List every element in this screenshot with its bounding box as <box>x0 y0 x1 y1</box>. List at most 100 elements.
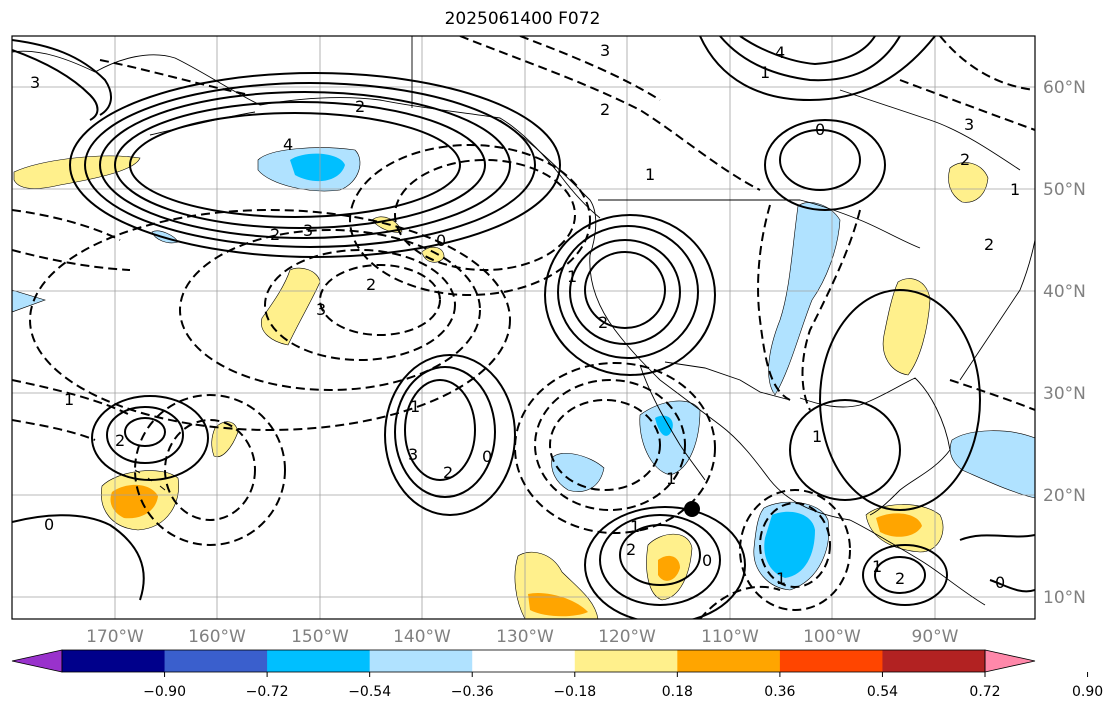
contour-arctic-a <box>719 36 901 82</box>
lat-tick-label: 40°N <box>1043 282 1086 302</box>
lon-tick-label: 100°W <box>803 627 861 647</box>
colorbar-label: −0.18 <box>553 684 596 700</box>
coast-uscal <box>589 254 661 381</box>
lon-tick-label: 110°W <box>701 627 759 647</box>
contour-label: 0 <box>436 231 446 250</box>
contour-label: 0 <box>44 515 54 534</box>
fill-pos-trop-south-core <box>528 592 588 617</box>
contour-label: 1 <box>872 557 882 576</box>
colorbar-label: 0.18 <box>662 684 693 700</box>
contour-label: 1 <box>630 517 640 536</box>
fill-pos-epac-core <box>658 555 680 581</box>
colorbar-label: −0.72 <box>246 684 289 700</box>
fill-neg-west-edge <box>12 289 46 313</box>
fill-pos-trop-a <box>211 421 239 458</box>
fill-pos-westpac <box>13 155 141 189</box>
contour-label: 4 <box>775 43 785 62</box>
graticule <box>12 36 1035 619</box>
lon-tick-label: 130°W <box>496 627 554 647</box>
colorbar-segment <box>164 650 268 672</box>
lon-tick-label: 150°W <box>291 627 349 647</box>
contour-label: 3 <box>30 73 40 92</box>
contour-label: 3 <box>964 115 974 134</box>
contour-neg-trop <box>12 379 131 416</box>
contour-label: 0 <box>702 551 712 570</box>
contour-label: 1 <box>64 390 74 409</box>
contour-nw-corner <box>12 49 99 121</box>
colorbar-segment <box>779 650 883 672</box>
lon-tick-label: 120°W <box>598 627 656 647</box>
contour-neg-canada2 <box>519 36 661 101</box>
colorbar-segment <box>677 650 781 672</box>
contour-label: 3 <box>408 445 418 464</box>
contour-nw-corner2 <box>12 39 112 116</box>
lat-tick-label: 50°N <box>1043 180 1086 200</box>
map-panel: 2 3 4 0 2 3 3 4 1 1 2 0 1 2 2 3 2 3 0 1 … <box>12 36 1035 619</box>
colorbar-label: 0.54 <box>867 684 898 700</box>
contour-label: 0 <box>482 447 492 466</box>
border-us-mexico <box>664 361 791 401</box>
map-frame <box>11 35 1036 620</box>
coastlines <box>12 36 1035 606</box>
contour-neg-nwpac <box>99 59 251 96</box>
lat-tick-label: 10°N <box>1043 588 1086 608</box>
colorbar-segment <box>62 650 166 672</box>
fill-neg-mexico-core <box>764 511 815 578</box>
contour-label: 1 <box>645 165 655 184</box>
contour-label: 2 <box>443 463 453 482</box>
colorbar-label: −0.90 <box>143 684 186 700</box>
contour-neg-plains2 <box>801 209 861 411</box>
fill-pos-hawaii-core <box>110 484 158 519</box>
lat-tick-label: 30°N <box>1043 384 1086 404</box>
colorbar-segment <box>882 650 986 672</box>
contour-label: 1 <box>410 397 420 416</box>
colorbar-label: 0.36 <box>764 684 795 700</box>
contour-labels: 2 3 4 0 2 3 3 4 1 1 2 0 1 2 2 3 2 3 0 1 … <box>30 41 1020 592</box>
contour-label: 2 <box>960 150 970 169</box>
border-us-canada <box>598 199 921 249</box>
contour-label: 0 <box>815 120 825 139</box>
coast-hudson <box>839 89 1021 171</box>
fill-pos-midpac <box>261 267 321 346</box>
colorbar-label: −0.36 <box>451 684 494 700</box>
contour-label: 2 <box>626 540 636 559</box>
colorbar-extend-high <box>984 649 1036 673</box>
fill-pos-mississippi <box>882 278 931 376</box>
colorbar-segment <box>267 650 371 672</box>
coast-central-am <box>849 519 986 606</box>
contours-negative <box>12 36 1035 619</box>
colorbar-segment <box>472 650 576 672</box>
contour-neg-north <box>899 79 1035 131</box>
colorbar-segment <box>574 650 678 672</box>
colorbar-outline <box>61 649 986 673</box>
contour-neg-wcoast <box>12 249 131 271</box>
contour-arctic-b <box>739 36 876 66</box>
contour-label: 2 <box>984 235 994 254</box>
contour-label: 2 <box>115 431 125 450</box>
colorbar-label: 0.90 <box>1072 684 1103 700</box>
contour-label: 4 <box>283 135 293 154</box>
contour-label: 2 <box>270 225 280 244</box>
contour-label: 1 <box>1010 180 1020 199</box>
fill-neg-bajacal <box>639 400 701 476</box>
lon-tick-label: 90°W <box>912 627 959 647</box>
map-title: 2025061400 F072 <box>444 9 601 29</box>
contour-label: 1 <box>666 469 676 488</box>
contour-label: 2 <box>895 569 905 588</box>
contour-label: 0 <box>995 573 1005 592</box>
fill-neg-bajacal-core <box>655 415 673 436</box>
colorbar-label: 0.72 <box>969 684 1000 700</box>
contour-se-a <box>959 534 1035 541</box>
contour-label: 2 <box>366 275 376 294</box>
colorbar-label: −0.54 <box>348 684 391 700</box>
contour-arctic-c <box>699 36 936 102</box>
contour-label: 1 <box>812 427 822 446</box>
fill-pos-ontario <box>948 162 989 203</box>
coast-bc <box>499 119 597 256</box>
contour-zero-west <box>12 514 145 601</box>
contour-neg-north2 <box>939 36 1035 91</box>
fill-pos-caribbean-core <box>876 513 922 537</box>
contour-label: 2 <box>355 97 365 116</box>
contour-neg-bottom <box>699 585 781 619</box>
